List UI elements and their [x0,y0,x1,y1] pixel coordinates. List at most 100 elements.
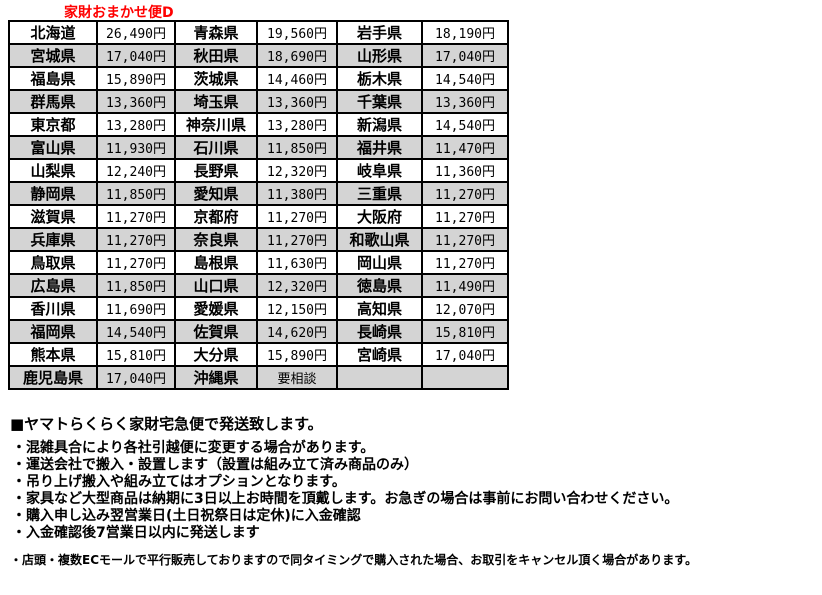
table-row: 広島県 11,850円 山口県 12,320円 徳島県 11,490円 [8,273,509,298]
price-cell: 11,270円 [421,204,509,229]
table-row: 山梨県 12,240円 長野県 12,320円 岐阜県 11,360円 [8,158,509,183]
price-cell: 11,470円 [421,135,509,160]
prefecture-cell: 佐賀県 [174,319,258,344]
prefecture-cell: 静岡県 [8,181,98,206]
prefecture-cell: 香川県 [8,296,98,321]
price-cell: 14,620円 [256,319,338,344]
price-cell: 11,270円 [256,204,338,229]
prefecture-cell: 神奈川県 [174,112,258,137]
price-cell: 17,040円 [96,365,176,390]
prefecture-cell: 石川県 [174,135,258,160]
price-cell: 11,930円 [96,135,176,160]
prefecture-cell: 長野県 [174,158,258,183]
prefecture-cell: 鹿児島県 [8,365,98,390]
price-cell: 13,280円 [96,112,176,137]
table-row: 鹿児島県 17,040円 沖縄県 要相談 [8,365,509,390]
shipping-method-heading: ■ヤマトらくらく家財宅急便で発送致します。 [10,415,323,433]
price-cell: 18,690円 [256,43,338,68]
price-cell: 26,490円 [96,20,176,45]
prefecture-cell: 京都府 [174,204,258,229]
shipping-fee-table: 北海道 26,490円 青森県 19,560円 岩手県 18,190円 宮城県 17,040円… [8,20,509,390]
prefecture-cell: 和歌山県 [336,227,423,252]
prefecture-cell: 大阪府 [336,204,423,229]
note-item: ・混雑具合により各社引越便に変更する場合があります。 [12,440,375,456]
prefecture-cell: 埼玉県 [174,89,258,114]
prefecture-cell: 長崎県 [336,319,423,344]
prefecture-cell: 三重県 [336,181,423,206]
table-row: 滋賀県 11,270円 京都府 11,270円 大阪府 11,270円 [8,204,509,229]
price-cell: 11,360円 [421,158,509,183]
table-row: 北海道 26,490円 青森県 19,560円 岩手県 18,190円 [8,20,509,45]
prefecture-cell: 熊本県 [8,342,98,367]
prefecture-cell: 千葉県 [336,89,423,114]
prefecture-cell: 奈良県 [174,227,258,252]
prefecture-cell: 愛媛県 [174,296,258,321]
prefecture-cell: 山口県 [174,273,258,298]
price-cell: 13,360円 [256,89,338,114]
price-cell: 17,040円 [421,342,509,367]
prefecture-cell: 福井県 [336,135,423,160]
prefecture-cell: 高知県 [336,296,423,321]
price-cell: 19,560円 [256,20,338,45]
prefecture-cell: 群馬県 [8,89,98,114]
note-item: ・家具など大型商品は納期に3日以上お時間を頂戴します。お急ぎの場合は事前にお問い… [12,491,679,507]
prefecture-cell: 宮城県 [8,43,98,68]
table-row: 群馬県 13,360円 埼玉県 13,360円 千葉県 13,360円 [8,89,509,114]
table-row: 熊本県 15,810円 大分県 15,890円 宮崎県 17,040円 [8,342,509,367]
note-item: ・運送会社で搬入・設置します（設置は組み立て済み商品のみ） [12,457,418,473]
price-cell: 13,360円 [96,89,176,114]
prefecture-cell: 愛知県 [174,181,258,206]
price-cell: 11,630円 [256,250,338,275]
table-row: 東京都 13,280円 神奈川県 13,280円 新潟県 14,540円 [8,112,509,137]
price-cell: 11,270円 [96,227,176,252]
prefecture-cell: 福岡県 [8,319,98,344]
prefecture-cell: 秋田県 [174,43,258,68]
price-cell: 14,540円 [96,319,176,344]
price-cell: 11,490円 [421,273,509,298]
table-row: 鳥取県 11,270円 島根県 11,630円 岡山県 11,270円 [8,250,509,275]
price-cell: 18,190円 [421,20,509,45]
price-cell: 14,540円 [421,112,509,137]
price-cell: 11,270円 [96,204,176,229]
price-cell: 15,890円 [96,66,176,91]
prefecture-cell: 栃木県 [336,66,423,91]
price-cell: 11,850円 [96,273,176,298]
price-cell: 15,810円 [421,319,509,344]
table-row: 静岡県 11,850円 愛知県 11,380円 三重県 11,270円 [8,181,509,206]
prefecture-cell: 岩手県 [336,20,423,45]
prefecture-cell: 沖縄県 [174,365,258,390]
price-cell: 11,270円 [421,227,509,252]
table-row: 宮城県 17,040円 秋田県 18,690円 山形県 17,040円 [8,43,509,68]
price-cell: 13,360円 [421,89,509,114]
prefecture-cell: 大分県 [174,342,258,367]
price-cell: 要相談 [256,365,338,390]
price-cell: 11,850円 [96,181,176,206]
price-cell: 12,320円 [256,158,338,183]
price-cell: 12,240円 [96,158,176,183]
prefecture-cell: 東京都 [8,112,98,137]
table-row: 福島県 15,890円 茨城県 14,460円 栃木県 14,540円 [8,66,509,91]
price-cell [421,365,509,390]
shipping-notes-list: ・混雑具合により各社引越便に変更する場合があります。 ・運送会社で搬入・設置します… [12,440,678,542]
prefecture-cell: 岡山県 [336,250,423,275]
price-cell: 17,040円 [421,43,509,68]
prefecture-cell: 新潟県 [336,112,423,137]
prefecture-cell: 茨城県 [174,66,258,91]
price-cell: 12,070円 [421,296,509,321]
prefecture-cell: 兵庫県 [8,227,98,252]
price-cell: 17,040円 [96,43,176,68]
note-item: ・購入申し込み翌営業日(土日祝祭日は定休)に入金確認 [12,508,361,524]
prefecture-cell: 滋賀県 [8,204,98,229]
prefecture-cell: 鳥取県 [8,250,98,275]
prefecture-cell: 島根県 [174,250,258,275]
price-cell: 12,320円 [256,273,338,298]
price-cell: 11,690円 [96,296,176,321]
note-item: ・入金確認後7営業日以内に発送します [12,525,260,541]
price-cell: 14,540円 [421,66,509,91]
note-item: ・吊り上げ搬入や組み立てはオプションとなります。 [12,474,346,490]
prefecture-cell: 富山県 [8,135,98,160]
price-cell: 14,460円 [256,66,338,91]
table-row: 兵庫県 11,270円 奈良県 11,270円 和歌山県 11,270円 [8,227,509,252]
page-title: 家財おまかせ便D [64,5,174,21]
